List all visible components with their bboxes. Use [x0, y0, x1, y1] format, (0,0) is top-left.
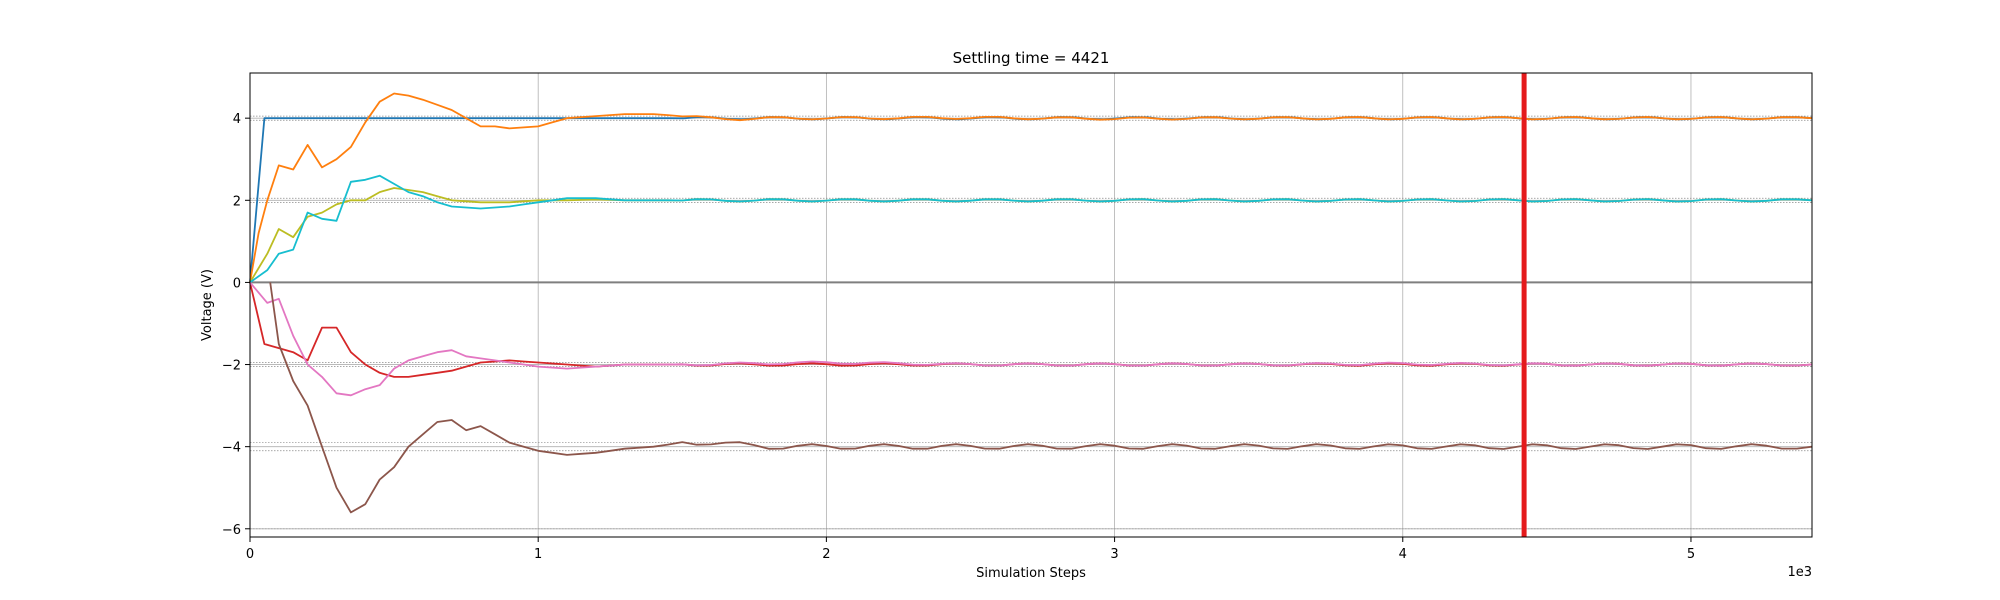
x-tick-label: 4: [1399, 547, 1407, 562]
x-tick-label: 2: [822, 547, 830, 562]
x-tick-label: 5: [1687, 547, 1695, 562]
y-tick-label: −4: [222, 441, 241, 456]
series-line: [249, 92, 1813, 283]
y-tick-label: 2: [233, 194, 241, 209]
y-axis-ticks: −6 −4 −2 0 2 4: [222, 112, 250, 538]
chart-title: Settling time = 4421: [953, 49, 1110, 67]
x-tick-label: 1: [534, 547, 542, 562]
y-tick-label: 0: [233, 276, 241, 291]
y-tick-label: −6: [222, 523, 241, 538]
reference-bands: [250, 115, 1812, 530]
y-tick-label: 4: [233, 112, 241, 127]
series-lines: [249, 92, 1813, 514]
x-axis-label: Simulation Steps: [976, 566, 1086, 581]
x-axis-ticks: 0 1 2 3 4 5: [246, 537, 1695, 562]
x-tick-label: 3: [1110, 547, 1118, 562]
grid-lines: [249, 73, 1812, 537]
series-line: [269, 282, 1813, 514]
series-line: [249, 281, 1813, 397]
series-line: [249, 174, 1813, 284]
x-axis-multiplier: 1e3: [1787, 565, 1812, 580]
y-tick-label: −2: [222, 359, 241, 374]
y-axis-label: Voltage (V): [200, 269, 215, 341]
x-tick-label: 0: [246, 547, 254, 562]
plot-frame: [249, 72, 1813, 538]
